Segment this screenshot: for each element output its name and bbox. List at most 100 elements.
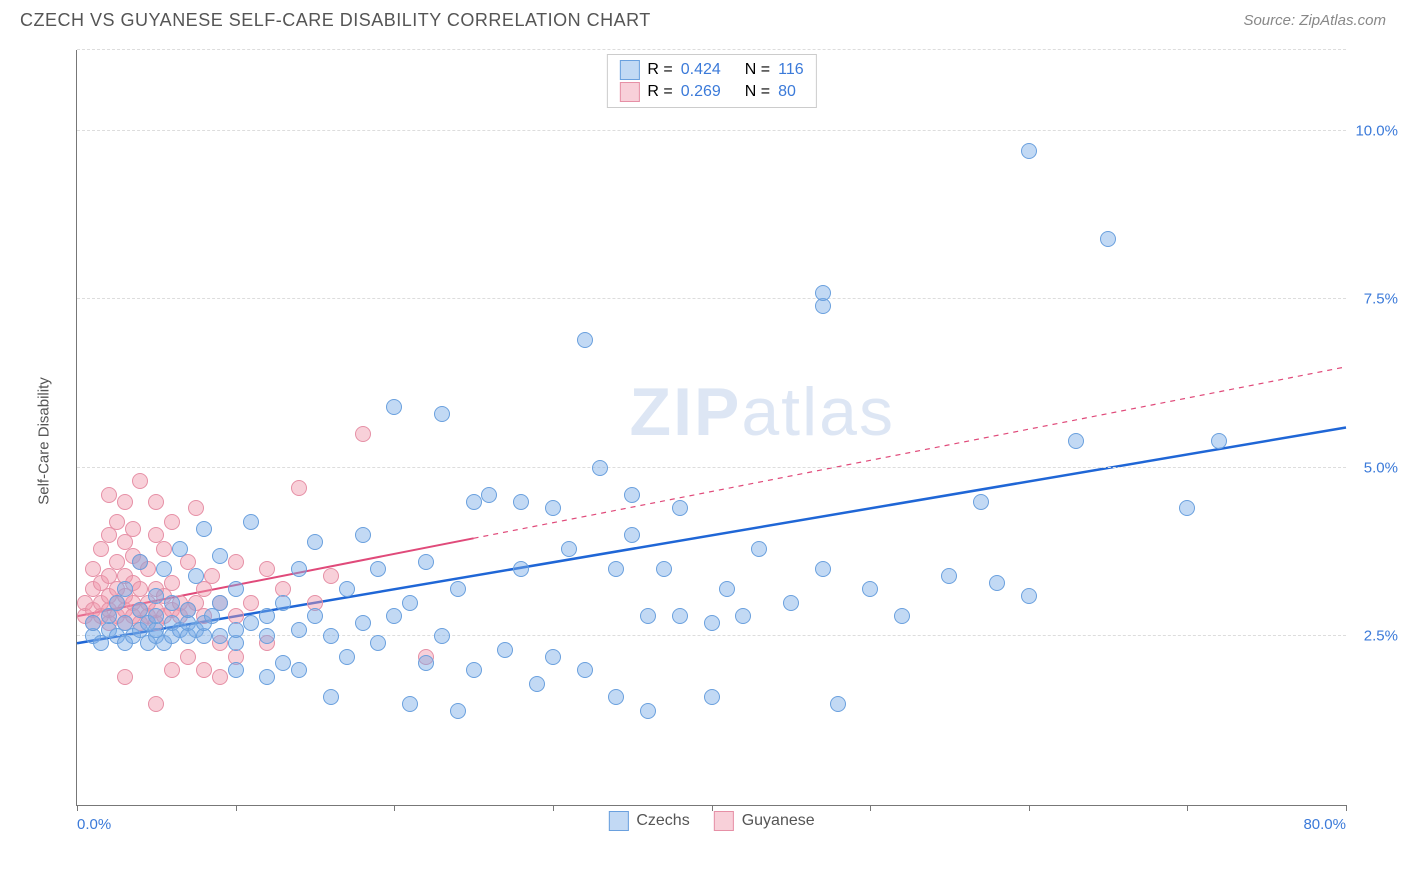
guyanese-point (109, 514, 125, 530)
legend-row-czechs: R = 0.424 N = 116 (619, 59, 803, 81)
r-label: R = (647, 61, 672, 79)
czechs-point (656, 561, 672, 577)
czechs-point (339, 649, 355, 665)
czechs-point (624, 487, 640, 503)
guyanese-point (243, 595, 259, 611)
czechs-point (243, 514, 259, 530)
czechs-n-value: 116 (778, 61, 804, 79)
czechs-point (941, 568, 957, 584)
czechs-point (386, 399, 402, 415)
guyanese-point (148, 494, 164, 510)
czechs-point (434, 628, 450, 644)
gridline (77, 467, 1346, 468)
czechs-point (577, 332, 593, 348)
czechs-point (830, 696, 846, 712)
czechs-point (148, 588, 164, 604)
source-label: Source: ZipAtlas.com (1243, 12, 1386, 29)
guyanese-point (212, 669, 228, 685)
czechs-point (291, 622, 307, 638)
guyanese-swatch-icon (619, 82, 639, 102)
czechs-point (291, 662, 307, 678)
czechs-point (561, 541, 577, 557)
czechs-point (672, 608, 688, 624)
x-tick (870, 805, 871, 811)
czechs-point (450, 703, 466, 719)
czechs-point (418, 554, 434, 570)
czechs-point (212, 595, 228, 611)
czechs-point (132, 554, 148, 570)
czechs-point (434, 406, 450, 422)
x-tick (1029, 805, 1030, 811)
czechs-point (973, 494, 989, 510)
czechs-point (212, 628, 228, 644)
czechs-point (307, 608, 323, 624)
czechs-point (259, 628, 275, 644)
czechs-swatch-icon (608, 811, 628, 831)
r-label: R = (647, 83, 672, 101)
guyanese-r-value: 0.269 (681, 83, 721, 101)
guyanese-point (204, 568, 220, 584)
czechs-point (180, 602, 196, 618)
guyanese-point (355, 426, 371, 442)
guyanese-point (196, 662, 212, 678)
czechs-point (545, 500, 561, 516)
plot-area: ZIPatlas R = 0.424 N = 116 R = 0.269 N =… (76, 50, 1346, 806)
x-tick (77, 805, 78, 811)
guyanese-point (132, 473, 148, 489)
czechs-point (148, 608, 164, 624)
czechs-point (513, 494, 529, 510)
czechs-point (735, 608, 751, 624)
czechs-point (545, 649, 561, 665)
czechs-point (212, 548, 228, 564)
chart-title: CZECH VS GUYANESE SELF-CARE DISABILITY C… (20, 10, 651, 31)
czechs-point (719, 581, 735, 597)
czechs-point (783, 595, 799, 611)
guyanese-point (228, 554, 244, 570)
czechs-point (156, 561, 172, 577)
y-tick-label: 10.0% (1350, 122, 1398, 139)
czechs-point (1021, 588, 1037, 604)
czechs-point (704, 615, 720, 631)
czechs-point (355, 527, 371, 543)
czechs-point (513, 561, 529, 577)
czechs-point (624, 527, 640, 543)
czechs-point (640, 608, 656, 624)
czechs-point (188, 568, 204, 584)
czechs-point (672, 500, 688, 516)
czechs-point (704, 689, 720, 705)
czechs-point (497, 642, 513, 658)
czechs-point (259, 669, 275, 685)
guyanese-point (156, 541, 172, 557)
czechs-point (608, 689, 624, 705)
guyanese-point (291, 480, 307, 496)
czechs-point (1021, 143, 1037, 159)
czechs-point (450, 581, 466, 597)
guyanese-point (148, 696, 164, 712)
guyanese-n-value: 80 (778, 83, 796, 101)
x-tick-label: 0.0% (77, 816, 111, 833)
czechs-point (418, 655, 434, 671)
czechs-point (164, 595, 180, 611)
czechs-point (402, 595, 418, 611)
x-tick-label: 80.0% (1303, 816, 1346, 833)
czechs-point (370, 561, 386, 577)
n-label: N = (745, 83, 770, 101)
y-tick-label: 2.5% (1350, 628, 1398, 645)
czechs-point (228, 662, 244, 678)
czechs-point (196, 521, 212, 537)
czechs-point (228, 581, 244, 597)
guyanese-point (259, 561, 275, 577)
czechs-point (862, 581, 878, 597)
guyanese-point (323, 568, 339, 584)
gridline (77, 49, 1346, 50)
x-tick (712, 805, 713, 811)
y-axis-label: Self-Care Disability (36, 377, 53, 505)
guyanese-point (164, 662, 180, 678)
czechs-point (1179, 500, 1195, 516)
guyanese-point (101, 487, 117, 503)
gridline (77, 298, 1346, 299)
czechs-point (989, 575, 1005, 591)
czechs-point (275, 595, 291, 611)
guyanese-point (117, 669, 133, 685)
x-tick (1346, 805, 1347, 811)
